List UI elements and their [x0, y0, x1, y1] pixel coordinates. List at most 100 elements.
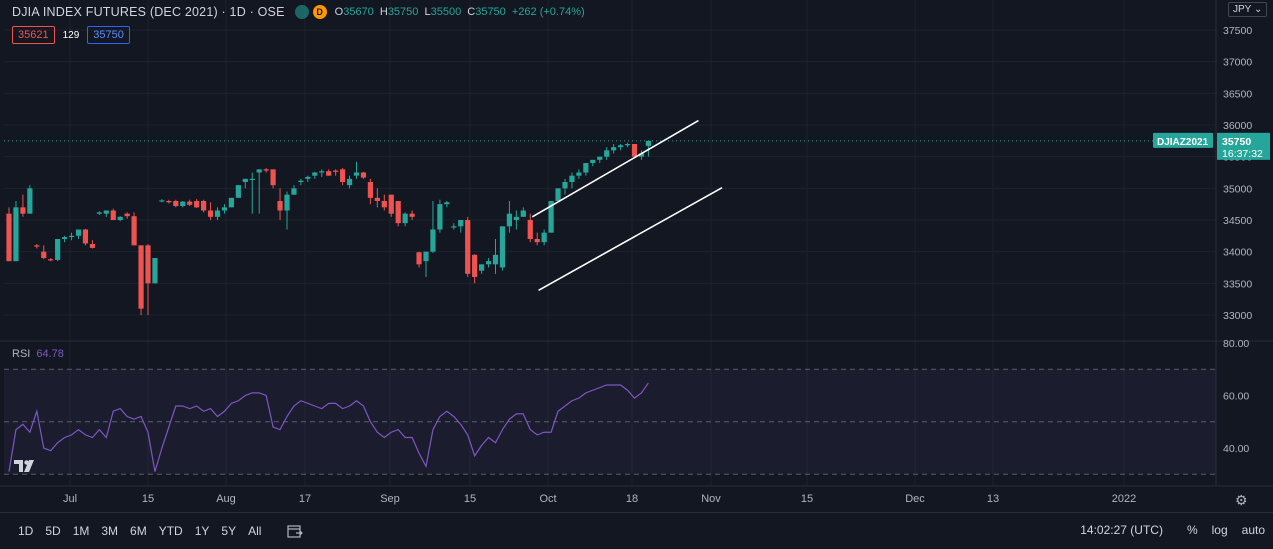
- candle-body[interactable]: [485, 261, 492, 265]
- candle-body[interactable]: [48, 259, 54, 261]
- rsi-legend[interactable]: RSI 64.78: [12, 348, 64, 360]
- candle-body[interactable]: [152, 258, 158, 284]
- candle-body[interactable]: [194, 201, 200, 208]
- candlestick-series[interactable]: [6, 140, 651, 315]
- candle-body[interactable]: [131, 216, 137, 246]
- candle-body[interactable]: [374, 197, 380, 201]
- candle-body[interactable]: [555, 188, 561, 201]
- candle-body[interactable]: [506, 213, 512, 227]
- candle-body[interactable]: [55, 239, 61, 260]
- candle-body[interactable]: [34, 245, 40, 247]
- candle-body[interactable]: [166, 201, 172, 203]
- candle-body[interactable]: [305, 176, 311, 179]
- range-5y[interactable]: 5Y: [221, 524, 237, 538]
- candle-body[interactable]: [444, 202, 450, 205]
- candle-body[interactable]: [180, 201, 186, 207]
- candle-body[interactable]: [13, 207, 19, 262]
- candle-body[interactable]: [479, 264, 485, 271]
- bid-price-pill[interactable]: 35621: [12, 26, 55, 44]
- candle-body[interactable]: [492, 254, 499, 265]
- candle-body[interactable]: [346, 178, 353, 186]
- candle-body[interactable]: [117, 216, 123, 220]
- log-toggle[interactable]: log: [1211, 523, 1228, 537]
- candle-body[interactable]: [367, 182, 373, 198]
- candle-body[interactable]: [221, 207, 228, 211]
- candle-body[interactable]: [388, 194, 394, 214]
- currency-selector[interactable]: JPY ⌄: [1228, 2, 1268, 17]
- tradingview-logo-icon[interactable]: [14, 458, 38, 474]
- candle-body[interactable]: [360, 172, 367, 178]
- candle-body[interactable]: [291, 188, 297, 195]
- candle-body[interactable]: [611, 147, 617, 151]
- candle-body[interactable]: [409, 213, 415, 217]
- candle-body[interactable]: [249, 178, 255, 181]
- candle-body[interactable]: [62, 237, 68, 239]
- candle-body[interactable]: [395, 201, 401, 224]
- candle-body[interactable]: [437, 204, 443, 230]
- candle-body[interactable]: [75, 229, 82, 236]
- candle-body[interactable]: [82, 229, 89, 244]
- range-3m[interactable]: 3M: [101, 524, 119, 538]
- candle-body[interactable]: [298, 180, 304, 182]
- symbol-title[interactable]: DJIA INDEX FUTURES (DEC 2021) · 1D · OSE: [12, 5, 285, 19]
- candle-body[interactable]: [103, 210, 109, 214]
- candle-body[interactable]: [20, 207, 26, 214]
- channel-lower-line[interactable]: [538, 187, 723, 291]
- candle-body[interactable]: [576, 172, 582, 176]
- range-1m[interactable]: 1M: [72, 524, 90, 538]
- candle-body[interactable]: [416, 252, 422, 265]
- candle-body[interactable]: [381, 201, 387, 208]
- range-5d[interactable]: 5D: [45, 524, 61, 538]
- percent-toggle[interactable]: %: [1186, 523, 1198, 537]
- candle-body[interactable]: [597, 156, 603, 160]
- candle-body[interactable]: [631, 144, 638, 157]
- candle-body[interactable]: [472, 254, 478, 277]
- candle-body[interactable]: [242, 178, 248, 182]
- candle-body[interactable]: [430, 229, 436, 252]
- candle-body[interactable]: [68, 235, 75, 238]
- candle-body[interactable]: [159, 200, 165, 202]
- candle-body[interactable]: [520, 210, 526, 217]
- candle-body[interactable]: [277, 201, 283, 211]
- goto-date-icon[interactable]: [287, 524, 304, 538]
- candle-body[interactable]: [541, 232, 547, 243]
- candle-body[interactable]: [228, 197, 234, 208]
- candle-body[interactable]: [513, 216, 519, 220]
- candle-body[interactable]: [618, 145, 624, 148]
- candle-body[interactable]: [590, 159, 596, 163]
- channel-upper-line[interactable]: [531, 119, 699, 218]
- candle-body[interactable]: [173, 201, 179, 207]
- candle-body[interactable]: [340, 169, 346, 182]
- gear-icon[interactable]: ⚙: [1235, 492, 1248, 508]
- range-1d[interactable]: 1D: [18, 524, 34, 538]
- candle-body[interactable]: [527, 220, 533, 239]
- candle-body[interactable]: [187, 201, 193, 205]
- candle-body[interactable]: [319, 171, 325, 173]
- candle-body[interactable]: [458, 220, 464, 227]
- candle-body[interactable]: [353, 172, 360, 176]
- candle-body[interactable]: [583, 163, 589, 173]
- delayed-badge[interactable]: D: [312, 5, 327, 19]
- candle-body[interactable]: [110, 210, 116, 221]
- candle-body[interactable]: [284, 194, 290, 211]
- candle-body[interactable]: [256, 169, 262, 173]
- candle-body[interactable]: [499, 226, 506, 268]
- candle-body[interactable]: [214, 210, 221, 217]
- candle-body[interactable]: [465, 220, 471, 274]
- candle-body[interactable]: [333, 170, 339, 172]
- candle-body[interactable]: [89, 244, 95, 248]
- candle-body[interactable]: [423, 251, 429, 262]
- candle-body[interactable]: [569, 175, 575, 182]
- range-all[interactable]: All: [248, 524, 262, 538]
- candle-body[interactable]: [6, 213, 12, 262]
- candle-body[interactable]: [451, 226, 457, 228]
- range-ytd[interactable]: YTD: [158, 524, 183, 538]
- candle-body[interactable]: [207, 210, 214, 217]
- candle-body[interactable]: [138, 245, 144, 309]
- candle-body[interactable]: [562, 182, 568, 189]
- candle-body[interactable]: [201, 201, 207, 211]
- candle-body[interactable]: [124, 213, 130, 217]
- clock-display[interactable]: 14:02:27 (UTC): [1080, 523, 1163, 537]
- candle-body[interactable]: [41, 251, 47, 258]
